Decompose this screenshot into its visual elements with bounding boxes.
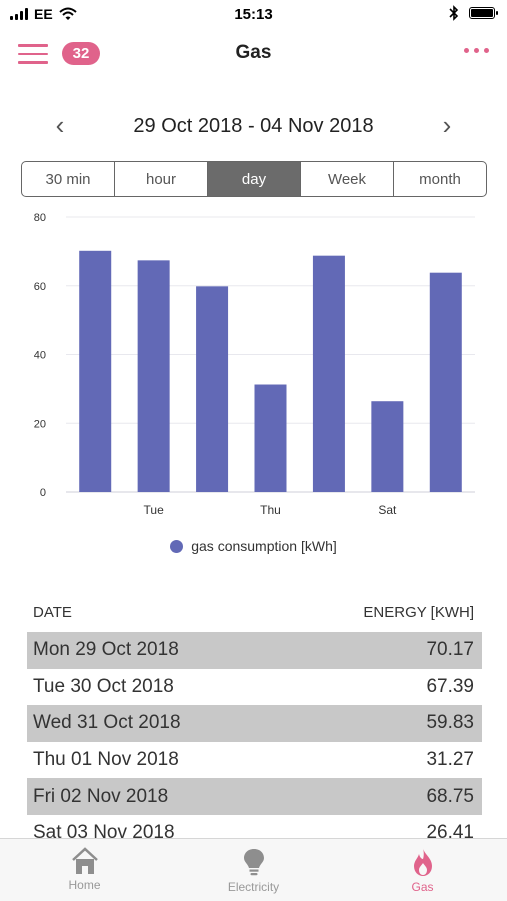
y-tick-label: 20: [34, 418, 46, 430]
row-energy: 70.17: [426, 639, 474, 661]
tab-label: Home: [68, 878, 101, 892]
x-tick-label: Thu: [260, 503, 281, 517]
column-header-date: DATE: [33, 604, 72, 621]
bar: [429, 272, 462, 492]
period-month[interactable]: month: [419, 170, 461, 188]
flame-icon: [413, 848, 432, 876]
tab-label: Gas: [411, 880, 434, 894]
row-date: Fri 02 Nov 2018: [33, 785, 169, 807]
status-time: 15:13: [234, 6, 273, 23]
period-day[interactable]: day: [208, 162, 301, 196]
status-bar-right: [449, 5, 498, 21]
x-tick-label: Tue: [144, 503, 165, 517]
date-range-label: 29 Oct 2018 - 04 Nov 2018: [133, 115, 374, 137]
y-tick-label: 80: [34, 212, 46, 224]
row-energy: 59.83: [426, 712, 474, 734]
tab-gas[interactable]: Gas: [338, 839, 507, 901]
more-options-icon[interactable]: [464, 44, 489, 57]
chevron-left-icon[interactable]: ‹: [55, 110, 65, 140]
row-energy: 31.27: [426, 749, 474, 771]
table-header: DATE ENERGY [KWH]: [33, 604, 474, 628]
row-energy: 68.75: [426, 785, 474, 807]
period-hour[interactable]: hour: [115, 162, 208, 196]
wifi-icon: [59, 7, 77, 20]
period-week[interactable]: Week: [301, 162, 394, 196]
table-row[interactable]: Tue 30 Oct 2018 67.39: [27, 669, 482, 706]
bluetooth-icon: [449, 5, 459, 21]
battery-icon: [469, 7, 498, 19]
y-tick-label: 0: [40, 487, 46, 499]
notification-badge[interactable]: 32: [62, 42, 100, 65]
tab-bar: Home Electricity Gas: [0, 838, 507, 901]
lightbulb-icon: [243, 849, 264, 876]
legend-label: gas consumption [kWh]: [191, 538, 337, 554]
bar: [137, 260, 170, 492]
table-row[interactable]: Fri 02 Nov 2018 68.75: [27, 778, 482, 815]
period-30min[interactable]: 30 min: [22, 162, 115, 196]
row-date: Mon 29 Oct 2018: [33, 639, 179, 661]
tab-electricity[interactable]: Electricity: [169, 839, 338, 901]
nav-bar: 32 Gas: [0, 30, 507, 76]
table-row[interactable]: Wed 31 Oct 2018 59.83: [27, 705, 482, 742]
chevron-right-icon[interactable]: ›: [442, 110, 452, 140]
y-tick-label: 60: [34, 281, 46, 293]
bar: [254, 384, 287, 492]
chart-legend: gas consumption [kWh]: [0, 538, 507, 554]
row-date: Tue 30 Oct 2018: [33, 675, 174, 697]
y-tick-label: 40: [34, 350, 46, 362]
tab-home[interactable]: Home: [0, 839, 169, 901]
row-date: Thu 01 Nov 2018: [33, 749, 179, 771]
legend-swatch: [170, 539, 184, 553]
table-row[interactable]: Thu 01 Nov 2018 31.27: [27, 742, 482, 779]
row-date: Wed 31 Oct 2018: [33, 712, 181, 734]
date-range-selector: ‹ 29 Oct 2018 - 04 Nov 2018 ›: [0, 106, 507, 146]
row-energy: 67.39: [426, 675, 474, 697]
home-icon: [71, 847, 98, 874]
bar: [312, 255, 345, 492]
menu-icon[interactable]: [18, 44, 48, 64]
bar: [79, 250, 112, 492]
column-header-energy: ENERGY [KWH]: [363, 604, 474, 621]
bar: [196, 286, 229, 492]
bar: [371, 401, 404, 492]
table-row[interactable]: Mon 29 Oct 2018 70.17: [27, 632, 482, 669]
status-bar: EE 15:13: [0, 0, 507, 30]
carrier-label: EE: [34, 6, 53, 22]
consumption-table: Mon 29 Oct 2018 70.17 Tue 30 Oct 2018 67…: [27, 632, 482, 852]
status-bar-left: EE: [10, 6, 77, 22]
x-tick-label: Sat: [378, 503, 397, 517]
period-segmented-control: 30 min hour day Week month: [21, 161, 487, 197]
gas-consumption-chart: 0 20 40 60 80 Tue Thu Sat: [34, 212, 475, 517]
signal-icon: [10, 8, 28, 20]
tab-label: Electricity: [227, 880, 280, 894]
